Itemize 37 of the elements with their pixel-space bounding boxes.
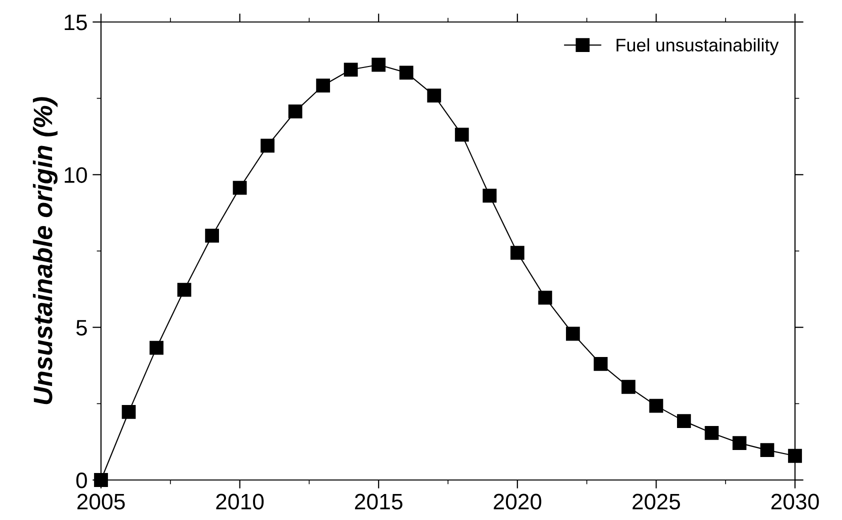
point [621,380,636,394]
point [566,326,580,341]
point [704,426,719,440]
y-tick-label: 10 [64,167,87,183]
point [288,104,302,118]
point [122,404,136,419]
point [760,443,774,458]
x-tick-label: 2025 [632,494,680,510]
x-tick-label: 2030 [771,494,819,510]
x-tick-label: 2005 [77,494,125,510]
point [260,138,275,153]
point [399,66,414,80]
point [482,188,497,203]
point [372,58,386,72]
point [510,246,524,260]
point [788,448,802,463]
x-tick-label: 2020 [494,494,542,510]
point [732,436,746,450]
point [316,78,330,92]
point [649,398,664,413]
legend-label: Fuel unsustainability [616,38,779,56]
y-tick-label: 0 [76,472,87,488]
point [427,88,442,103]
y-tick-label: 15 [64,14,87,30]
point [677,414,691,428]
x-tick-label: 2010 [216,494,264,510]
point [205,228,219,243]
point [232,180,247,195]
point [344,62,358,77]
point [454,128,469,142]
x-tick-label: 2015 [355,494,402,510]
point [177,282,192,297]
point [538,290,552,305]
point [150,340,164,355]
point [594,357,608,371]
y-tick-label: 5 [76,320,87,336]
y-axis-title: Unsustainable origin (%) [32,97,58,404]
